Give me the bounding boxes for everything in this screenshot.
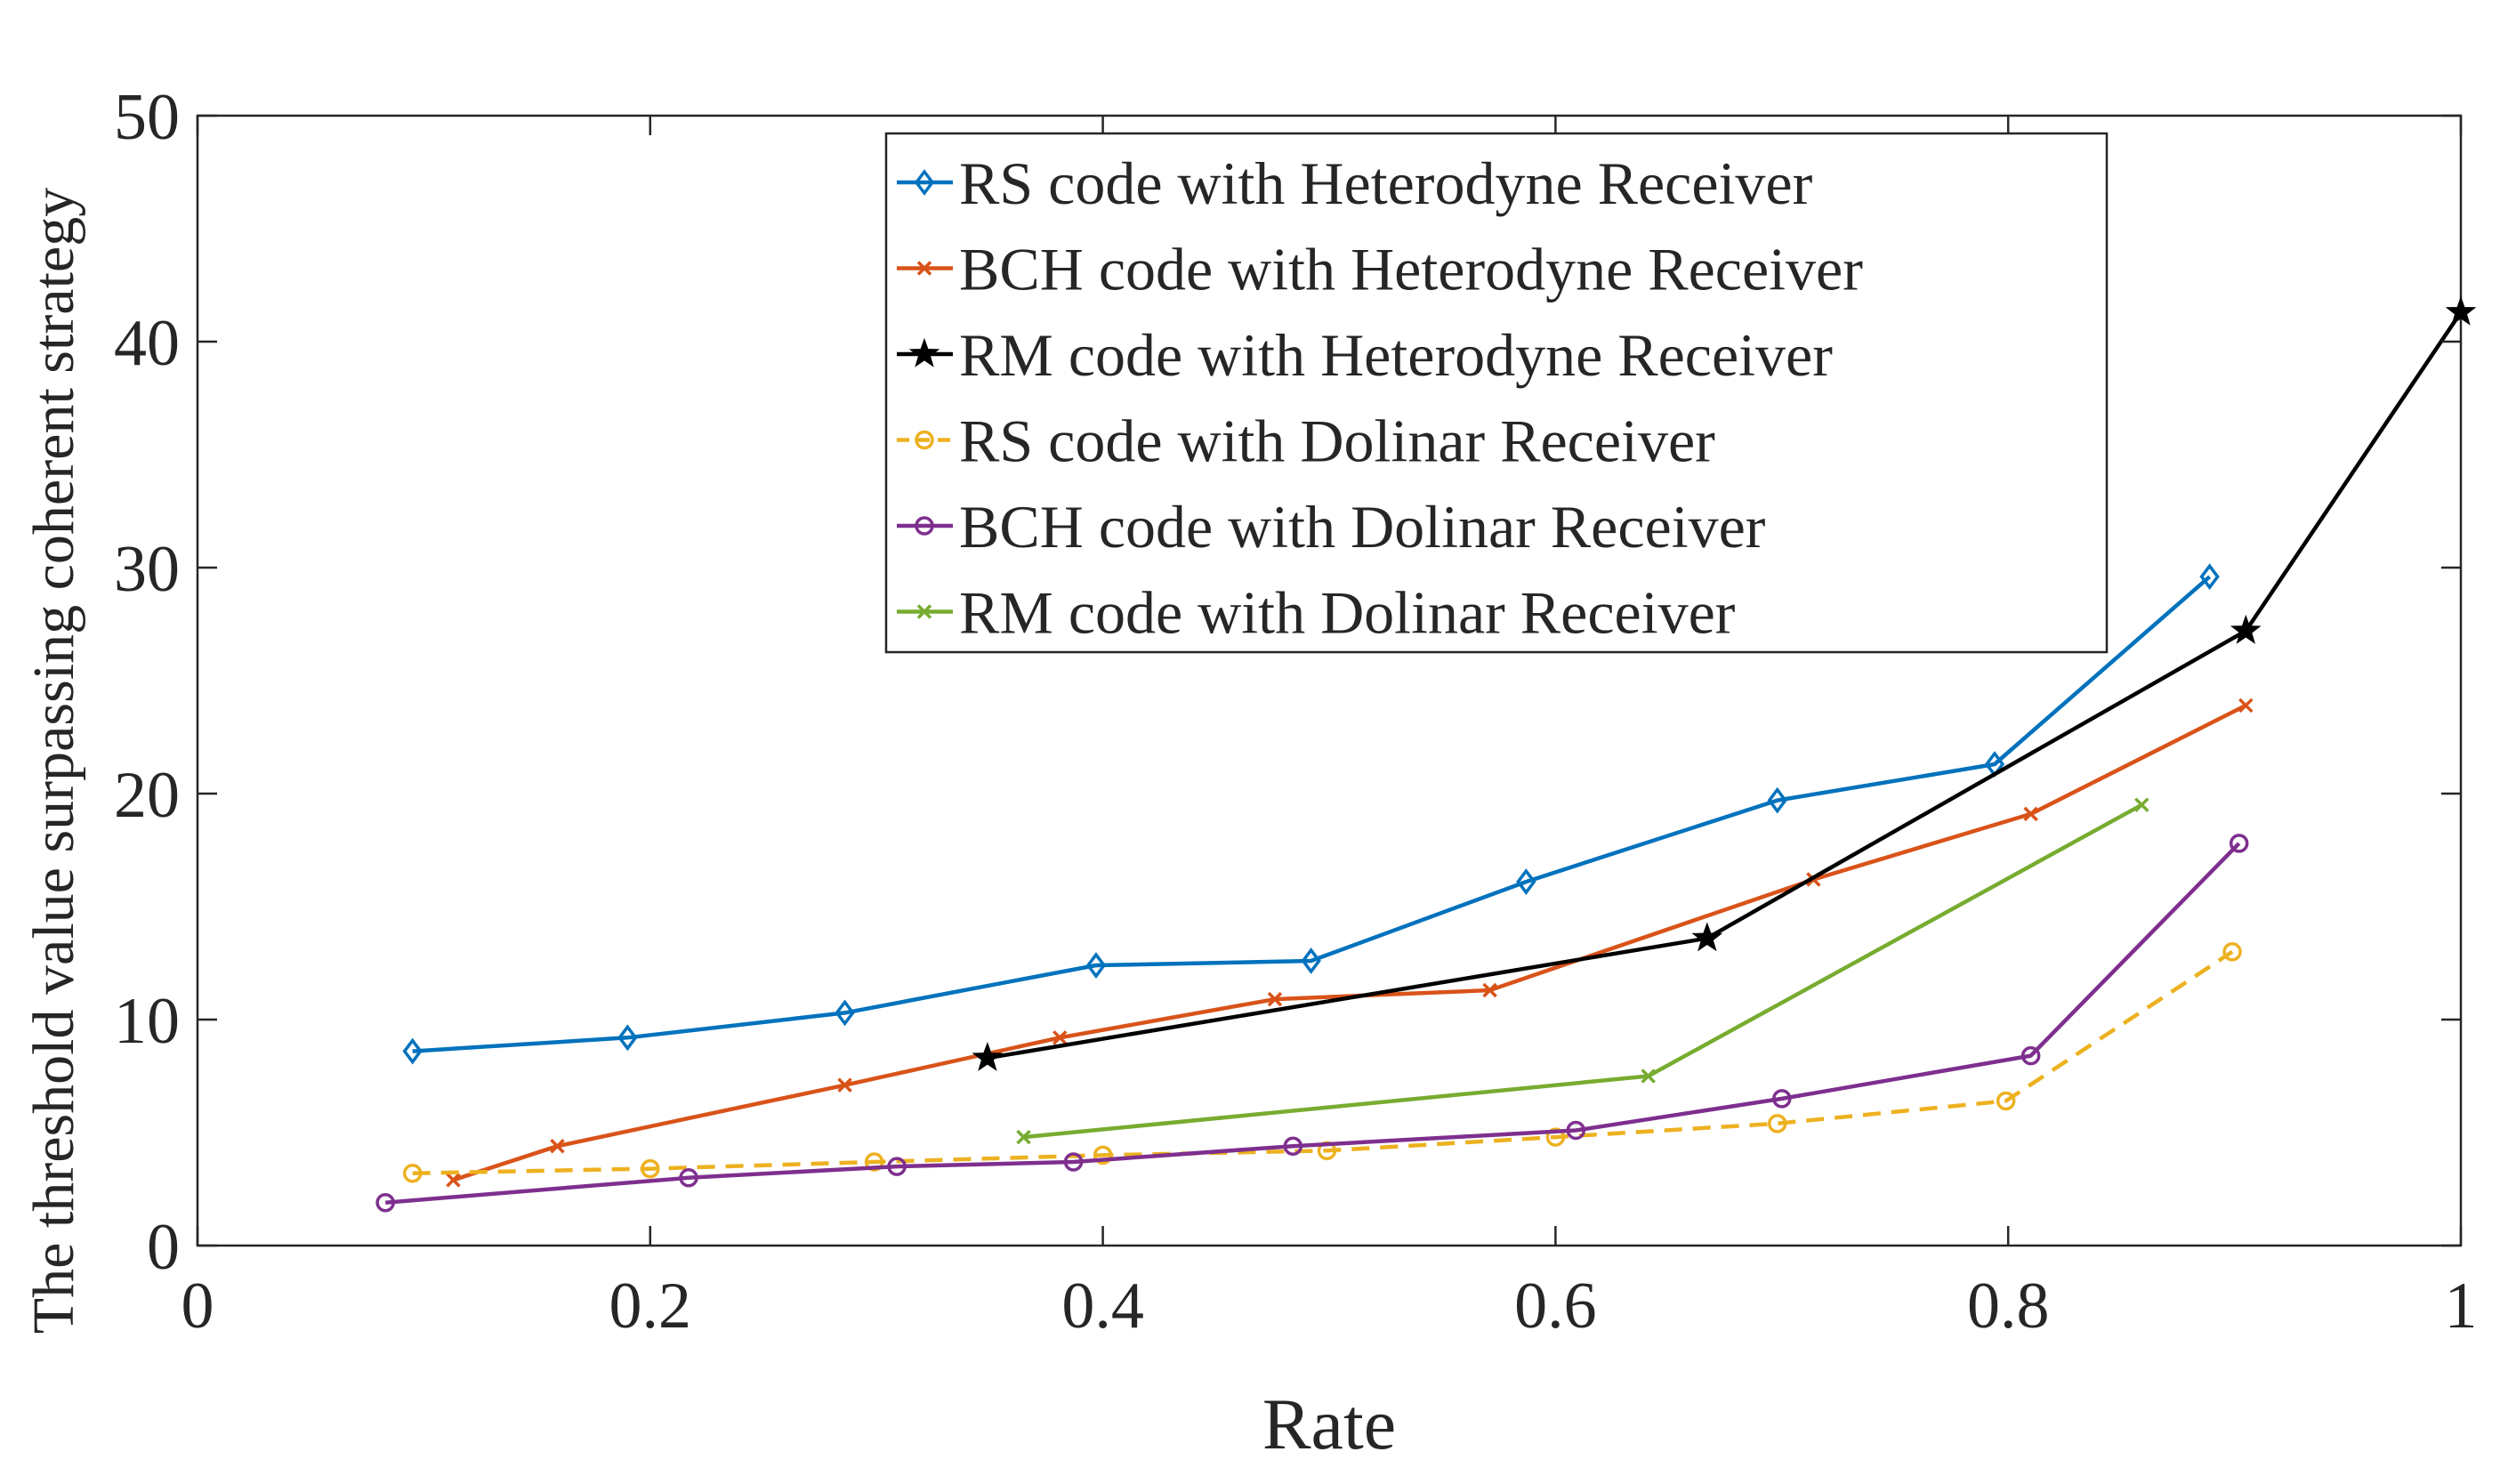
series-line (412, 575, 2212, 1053)
y-tick-label: 20 (114, 759, 180, 832)
data-point (1767, 1114, 1787, 1133)
data-point (641, 1158, 660, 1179)
data-point (446, 1173, 461, 1188)
legend-swatch-marker (915, 516, 934, 536)
data-point (1283, 1136, 1303, 1156)
series-line (412, 949, 2234, 1175)
data-point (1767, 786, 1787, 814)
legend-label: RS code with Dolinar Receiver (959, 407, 1715, 475)
legend-swatch-marker (908, 337, 940, 367)
series-6 (1016, 797, 2149, 1145)
data-point (402, 1163, 423, 1183)
data-point (1482, 982, 1497, 998)
legend-label: BCH code with Dolinar Receiver (959, 493, 1766, 561)
legend-swatch-marker (914, 169, 935, 196)
x-axis-label: Rate (1262, 1383, 1396, 1464)
legend-box (884, 132, 2109, 654)
legend-entry: BCH code with Dolinar Receiver (897, 493, 1766, 561)
data-point (2134, 797, 2149, 812)
x-tick-label: 0.4 (1061, 1270, 1144, 1343)
data-point (1691, 922, 1723, 952)
data-point (2020, 1045, 2041, 1066)
legend-label: RM code with Dolinar Receiver (959, 579, 1736, 647)
data-point (887, 1157, 907, 1176)
data-point (1996, 1091, 2016, 1111)
data-point (1016, 1129, 1031, 1145)
data-point (2238, 698, 2254, 714)
x-tick-label: 0.8 (1967, 1270, 2050, 1343)
y-tick-label: 10 (114, 985, 180, 1058)
data-point (835, 999, 855, 1027)
data-point (1772, 1089, 1792, 1109)
data-point (1267, 991, 1283, 1007)
data-point (1052, 1030, 1068, 1045)
data-point (1545, 1127, 1566, 1147)
data-point (2229, 834, 2249, 853)
series-4 (402, 942, 2242, 1183)
data-point (1641, 1069, 1656, 1084)
data-point (1085, 952, 1107, 979)
data-point (2222, 942, 2242, 962)
x-tick-label: 0.2 (609, 1270, 692, 1343)
data-point (1516, 868, 1536, 895)
legend-label: BCH code with Heterodyne Receiver (959, 236, 1863, 303)
legend-label: RM code with Heterodyne Receiver (959, 321, 1833, 389)
y-tick-label: 50 (114, 81, 180, 154)
data-point (1093, 1145, 1113, 1165)
legend-entry: RM code with Heterodyne Receiver (897, 321, 1833, 389)
data-point (2445, 295, 2477, 326)
data-point (2199, 563, 2220, 591)
y-tick-label: 30 (114, 533, 180, 606)
legend-entry: RS code with Dolinar Receiver (897, 407, 1715, 475)
data-point (617, 1024, 638, 1052)
series-line (385, 842, 2241, 1205)
legend-swatch-marker (915, 430, 934, 450)
legend-entry: RM code with Dolinar Receiver (897, 579, 1736, 647)
x-tick-label: 0 (181, 1270, 214, 1343)
data-point (2230, 614, 2262, 644)
data-point (837, 1077, 852, 1093)
legend-entry: RS code with Heterodyne Receiver (897, 149, 1813, 217)
x-tick-label: 0.6 (1514, 1270, 1597, 1343)
series-5 (375, 834, 2249, 1213)
legend-entry: BCH code with Heterodyne Receiver (897, 236, 1863, 303)
data-point (402, 1037, 423, 1065)
data-point (375, 1192, 395, 1213)
legend: RS code with Heterodyne Receiver BCH code… (884, 132, 2109, 654)
y-tick-label: 40 (114, 307, 180, 380)
y-tick-label: 0 (147, 1211, 180, 1284)
legend-label: RS code with Heterodyne Receiver (959, 149, 1813, 217)
series-line (987, 311, 2463, 1061)
data-point (1566, 1120, 1586, 1141)
legend-swatch-marker (916, 604, 932, 619)
series-layer (375, 295, 2477, 1213)
data-point (1063, 1152, 1084, 1172)
y-axis-label: The threshold value surpassing coherent … (21, 188, 86, 1334)
series-3 (972, 295, 2477, 1071)
x-tick-label: 1 (2445, 1270, 2478, 1343)
legend-swatch-marker (916, 261, 932, 276)
data-point (972, 1041, 1004, 1071)
data-point (2023, 806, 2038, 822)
data-point (550, 1139, 565, 1154)
data-point (1301, 948, 1321, 974)
data-point (679, 1168, 698, 1188)
data-point (864, 1152, 884, 1172)
